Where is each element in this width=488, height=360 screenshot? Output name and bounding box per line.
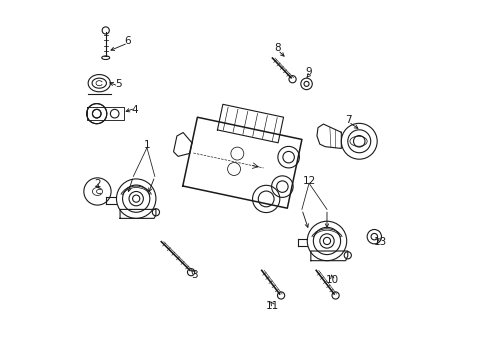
Text: 7: 7	[345, 115, 351, 125]
Polygon shape	[310, 251, 347, 261]
Text: 5: 5	[115, 79, 122, 89]
Text: 9: 9	[305, 67, 312, 77]
Polygon shape	[217, 104, 283, 143]
Text: 12: 12	[302, 176, 315, 186]
Polygon shape	[173, 132, 192, 156]
Polygon shape	[183, 117, 301, 208]
Text: 4: 4	[132, 105, 138, 115]
Text: 6: 6	[124, 36, 131, 46]
Text: 10: 10	[325, 275, 338, 285]
Text: 13: 13	[373, 237, 386, 247]
Polygon shape	[316, 124, 341, 148]
Polygon shape	[86, 107, 123, 120]
Text: 3: 3	[191, 270, 197, 280]
Text: 11: 11	[265, 301, 279, 311]
Text: 8: 8	[274, 43, 281, 53]
Polygon shape	[120, 210, 156, 219]
Text: 2: 2	[94, 179, 101, 189]
Text: 1: 1	[143, 140, 150, 150]
